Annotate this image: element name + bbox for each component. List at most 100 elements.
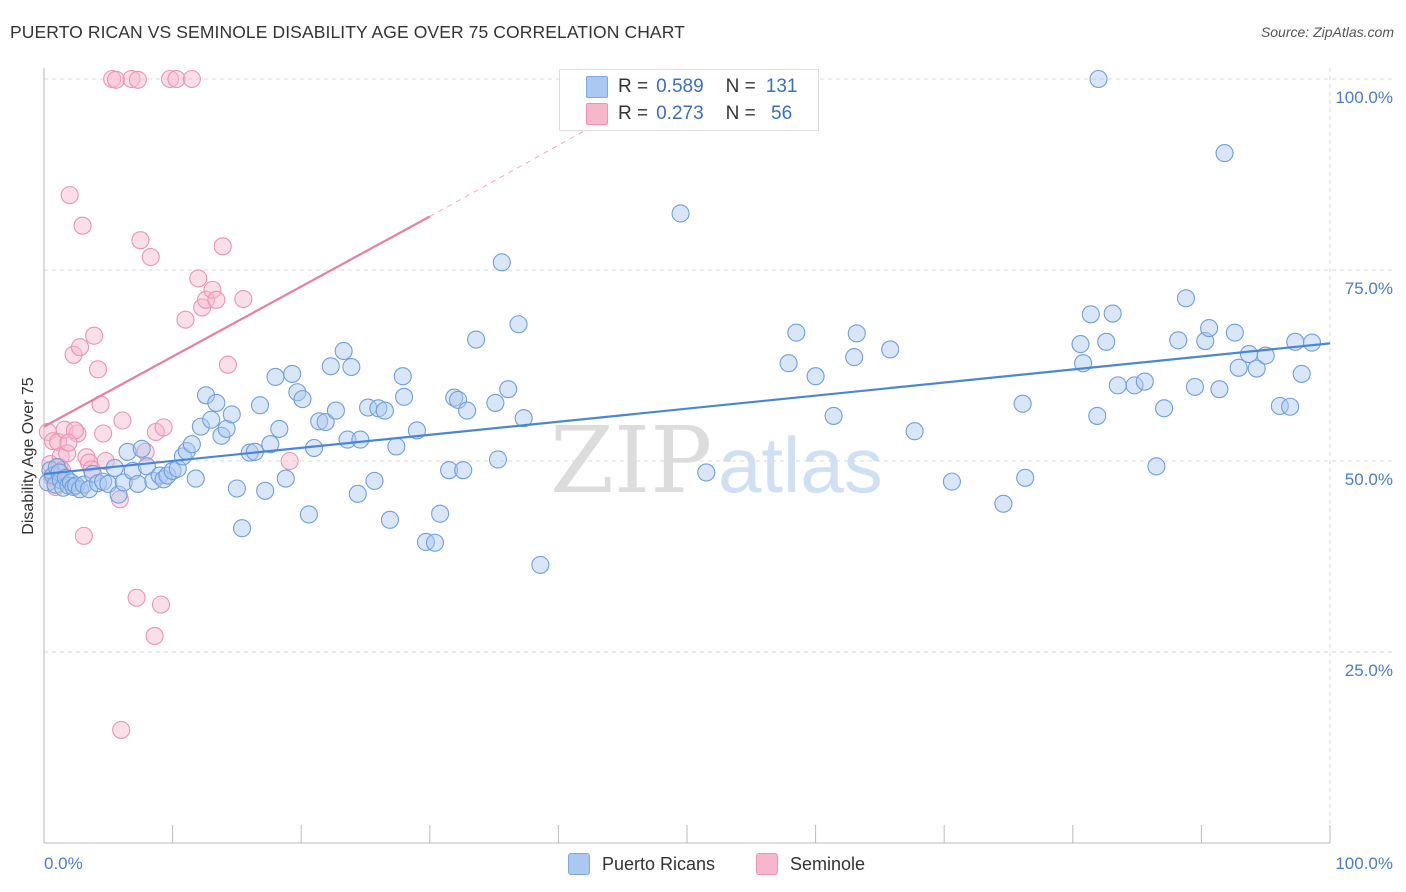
- seminole-point: [141, 247, 160, 267]
- puerto-rican-point: [1281, 397, 1300, 416]
- seminole-point: [145, 626, 164, 646]
- puerto-rican-point: [1125, 376, 1144, 395]
- y-tick-label: 25.0%: [1345, 661, 1393, 680]
- legend-r-label: R =: [618, 103, 649, 124]
- puerto-rican-point: [1210, 380, 1229, 399]
- puerto-rican-point: [531, 555, 550, 574]
- seminole-point: [96, 451, 115, 471]
- puerto-rican-point: [132, 439, 151, 458]
- puerto-rican-point: [845, 348, 864, 367]
- puerto-ricans-trend-line: [43, 342, 1331, 476]
- puerto-rican-point: [250, 396, 270, 415]
- puerto-rican-point: [1185, 377, 1205, 396]
- puerto-rican-point: [509, 315, 528, 334]
- puerto-rican-point: [806, 367, 825, 386]
- puerto-rican-point: [375, 401, 394, 420]
- seminole-point: [94, 424, 113, 443]
- puerto-rican-point: [293, 390, 312, 409]
- puerto-rican-point: [458, 401, 477, 420]
- puerto-rican-point: [310, 412, 329, 431]
- puerto-rican-point: [824, 406, 843, 425]
- puerto-rican-point: [326, 401, 345, 420]
- puerto-rican-point: [316, 412, 335, 432]
- seminole-point: [280, 451, 299, 471]
- seminole-point: [113, 411, 132, 430]
- seminole-point: [122, 69, 141, 89]
- axes: [43, 68, 1331, 844]
- puerto-rican-point: [905, 422, 924, 441]
- puerto-rican-point: [118, 442, 137, 461]
- legend-n-label: N =: [725, 76, 756, 97]
- seminole-point: [59, 433, 78, 452]
- puerto-rican-point: [425, 533, 444, 552]
- puerto-rican-point: [488, 450, 508, 469]
- puerto-rican-point: [1302, 333, 1322, 352]
- seminole-swatch: [586, 103, 608, 125]
- puerto-rican-point: [881, 340, 900, 359]
- puerto-rican-point: [1270, 396, 1289, 416]
- seminole-point: [112, 720, 131, 739]
- puerto-rican-point: [380, 510, 399, 529]
- puerto-rican-point: [440, 461, 459, 480]
- puerto-rican-point: [514, 409, 533, 428]
- puerto-rican-point: [1071, 335, 1090, 354]
- puerto-rican-point: [283, 364, 302, 383]
- legend-r-value: 0.273: [656, 103, 704, 124]
- puerto-rican-point: [387, 437, 406, 456]
- puerto-rican-point: [1108, 376, 1127, 395]
- puerto-rican-point: [1225, 323, 1244, 342]
- puerto-rican-point: [847, 324, 866, 343]
- puerto-rican-point: [1200, 319, 1219, 338]
- puerto-rican-point: [1169, 331, 1188, 350]
- puerto-rican-point: [351, 430, 370, 449]
- seminole-point: [203, 280, 222, 299]
- chart-title: PUERTO RICAN VS SEMINOLE DISABILITY AGE …: [10, 22, 685, 42]
- seminole-point: [189, 269, 208, 288]
- puerto-rican-point: [431, 504, 450, 523]
- seminole-point: [74, 526, 93, 545]
- puerto-rican-point: [321, 357, 340, 376]
- puerto-rican-point: [1176, 289, 1196, 308]
- seminole-point: [64, 345, 83, 364]
- seminole-point: [70, 338, 90, 357]
- seminole-point: [106, 70, 126, 89]
- seminole-point: [213, 237, 232, 256]
- puerto-rican-point: [671, 204, 690, 223]
- tick-labels: 25.0% 50.0% 75.0% 100.0% 0.0% 100.0%: [44, 88, 1393, 873]
- puerto-rican-point: [266, 367, 285, 387]
- puerto-rican-point: [454, 461, 473, 480]
- puerto-rican-point: [217, 419, 236, 438]
- correlation-legend: R = 0.589 N = 131 R = 0.273 N = 56: [559, 69, 819, 131]
- puerto-rican-point: [1292, 364, 1311, 383]
- seminole-point: [167, 69, 186, 89]
- puerto-rican-point: [365, 471, 384, 490]
- seminole-point: [182, 69, 201, 89]
- legend-row-seminole: R = 0.273 N = 56: [586, 102, 792, 126]
- seminole-point: [234, 289, 253, 309]
- bottom-legend-puerto-ricans[interactable]: Puerto Ricans: [568, 852, 715, 876]
- legend-n-value: 56: [765, 103, 793, 124]
- seminole-point: [60, 186, 79, 205]
- legend-r-label: R =: [618, 76, 649, 97]
- puerto-rican-point: [256, 481, 275, 500]
- seminole-point: [88, 360, 108, 379]
- bottom-legend-seminole[interactable]: Seminole: [756, 852, 865, 876]
- puerto-rican-point: [202, 410, 221, 429]
- puerto-rican-point: [1155, 399, 1174, 418]
- puerto-rican-point: [942, 472, 961, 491]
- legend-row-puerto-ricans: R = 0.589 N = 131: [586, 75, 797, 99]
- puerto-rican-point: [1247, 359, 1266, 378]
- puerto-rican-point: [499, 380, 518, 399]
- puerto-rican-point: [270, 419, 289, 438]
- watermark: ZIP atlas: [550, 407, 883, 514]
- puerto-rican-point: [1089, 69, 1108, 89]
- puerto-rican-point: [1229, 358, 1248, 377]
- puerto-rican-point: [1147, 457, 1166, 476]
- seminole-point: [85, 326, 104, 345]
- puerto-rican-point: [1135, 372, 1154, 391]
- watermark-atlas: atlas: [718, 421, 883, 509]
- puerto-ricans-swatch: [568, 853, 590, 875]
- y-tick-label: 75.0%: [1345, 279, 1393, 298]
- y-tick-label: 100.0%: [1335, 88, 1393, 107]
